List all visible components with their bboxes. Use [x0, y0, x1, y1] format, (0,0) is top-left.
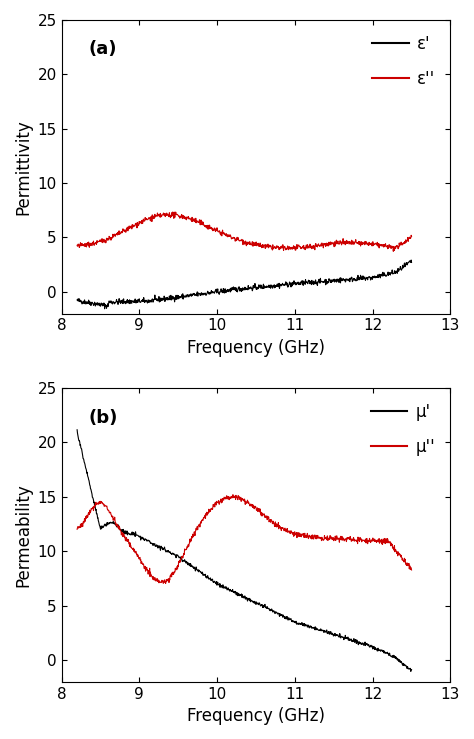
Legend: μ', μ'': μ', μ'' [364, 396, 442, 463]
Text: (a): (a) [89, 41, 117, 58]
Text: (b): (b) [89, 409, 118, 426]
Y-axis label: Permittivity: Permittivity [14, 119, 32, 214]
Legend: ε', ε'': ε', ε'' [365, 28, 442, 94]
X-axis label: Frequency (GHz): Frequency (GHz) [187, 339, 325, 357]
X-axis label: Frequency (GHz): Frequency (GHz) [187, 707, 325, 725]
Y-axis label: Permeability: Permeability [14, 483, 32, 587]
